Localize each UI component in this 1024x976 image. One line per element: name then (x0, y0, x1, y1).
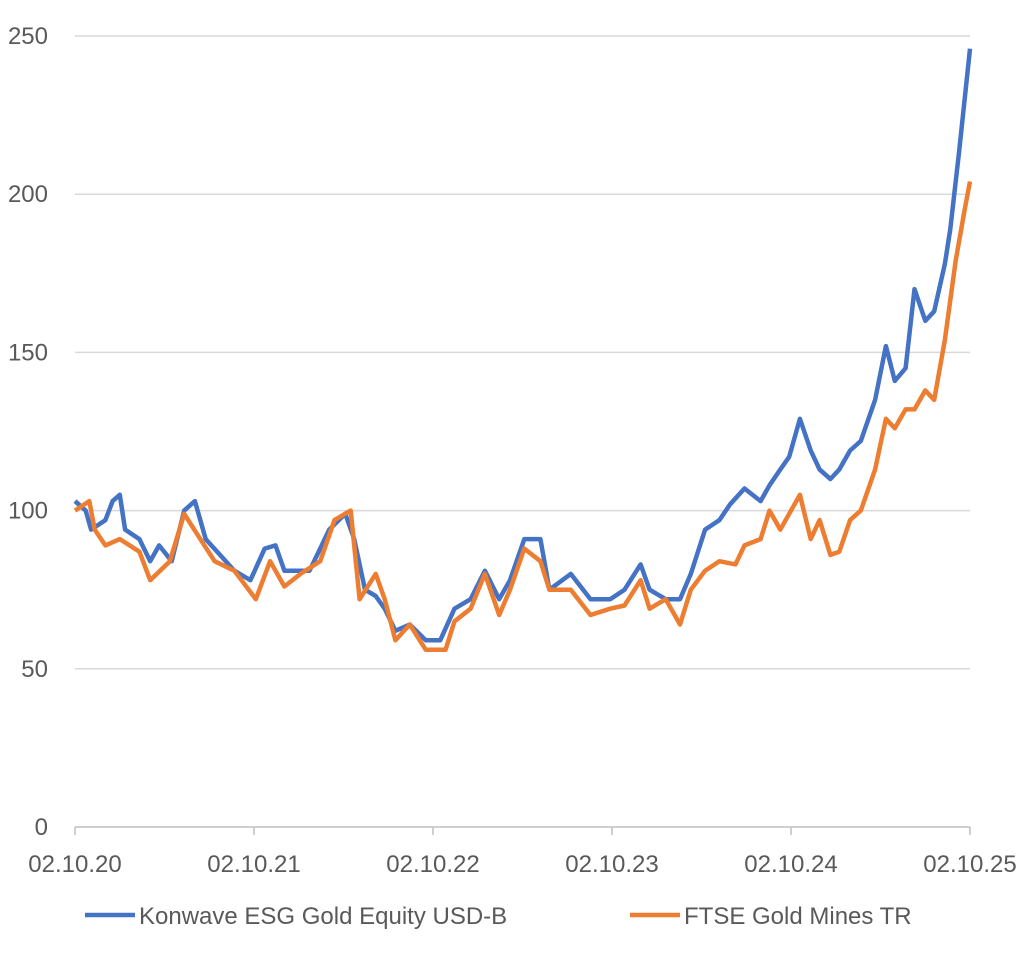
y-tick-label: 50 (21, 656, 48, 683)
x-tick-label: 02.10.22 (386, 851, 479, 878)
x-tick-label: 02.10.23 (565, 851, 658, 878)
legend: Konwave ESG Gold Equity USD-B FTSE Gold M… (85, 903, 912, 930)
series-line-1 (73, 181, 973, 653)
series-line-0 (73, 48, 973, 643)
y-axis-ticks: 0 50 100 150 200 250 (8, 23, 48, 841)
y-tick-label: 100 (8, 498, 48, 525)
x-tick-label: 02.10.24 (744, 851, 837, 878)
gridlines (75, 35, 970, 670)
y-tick-label: 150 (8, 339, 48, 366)
x-tick-label: 02.10.21 (207, 851, 300, 878)
x-axis: 02.10.20 02.10.21 02.10.22 02.10.23 02.10.24… (28, 826, 1017, 878)
legend-label: FTSE Gold Mines TR (684, 903, 912, 930)
series-lines (73, 48, 973, 653)
x-tick-label: 02.10.20 (28, 851, 121, 878)
x-tick-label: 02.10.25 (923, 851, 1016, 878)
y-tick-label: 250 (8, 23, 48, 50)
y-tick-label: 0 (35, 814, 48, 841)
y-tick-label: 200 (8, 181, 48, 208)
legend-label: Konwave ESG Gold Equity USD-B (139, 903, 507, 930)
